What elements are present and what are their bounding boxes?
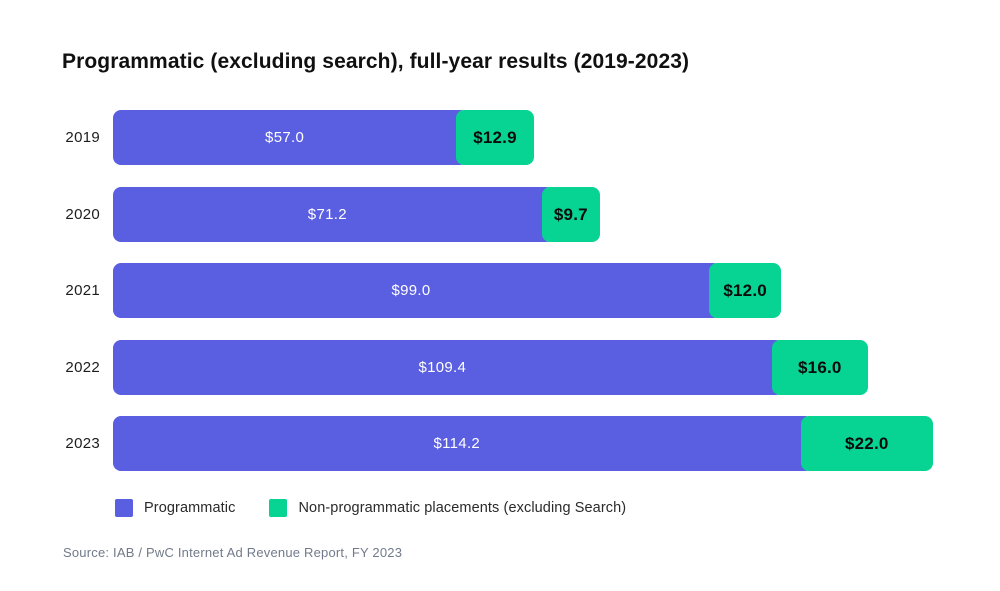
bar-rows: 2019 $57.0 $12.9 2020 $71.2 $9.7 2021 $99.0 $12.…	[0, 110, 1000, 475]
category-label: 2022	[65, 358, 100, 376]
bar-segment-programmatic	[113, 186, 554, 242]
chart-row-2020: 2020 $71.2 $9.7	[0, 186, 1000, 242]
bar-segment-non-programmatic: $9.7	[541, 186, 601, 242]
bar-value-programmatic: $99.0	[391, 282, 431, 299]
chart-row-2021: 2021 $99.0 $12.0	[0, 263, 1000, 318]
bar-value-non-programmatic: $9.7	[553, 204, 588, 224]
legend-item-non-programmatic: Non-programmatic placements (excluding S…	[269, 499, 626, 517]
legend-swatch-programmatic-icon	[115, 499, 133, 517]
category-label: 2021	[65, 282, 100, 299]
chart-row-2022: 2022 $109.4 $16.0	[0, 339, 1000, 395]
bar-segment-programmatic	[113, 110, 469, 165]
bar-value-programmatic: $71.2	[307, 205, 347, 223]
bar-value-programmatic: $114.2	[433, 435, 481, 452]
legend-item-programmatic: Programmatic	[115, 499, 235, 517]
legend-swatch-non-programmatic-icon	[269, 499, 288, 517]
category-label: 2019	[65, 129, 100, 146]
bar-stack: $71.2 $9.7	[113, 186, 601, 242]
chart-row-2019: 2019 $57.0 $12.9	[0, 110, 1000, 165]
bar-segment-programmatic	[113, 339, 784, 395]
chart-row-2023: 2023 $114.2 $22.0	[0, 416, 1000, 471]
bar-segment-programmatic	[113, 263, 722, 318]
bar-value-non-programmatic: $22.0	[844, 434, 889, 453]
category-label: 2023	[65, 435, 100, 452]
bar-value-non-programmatic: $16.0	[798, 357, 842, 377]
bar-value-non-programmatic: $12.9	[473, 128, 517, 147]
category-label: 2020	[65, 205, 100, 223]
legend-label-non-programmatic: Non-programmatic placements (excluding S…	[298, 500, 627, 516]
legend-label-programmatic: Programmatic	[144, 500, 236, 516]
bar-segment-non-programmatic: $16.0	[771, 339, 868, 395]
bar-stack: $57.0 $12.9	[113, 110, 534, 165]
chart-title: Programmatic (excluding search), full-ye…	[62, 50, 690, 73]
bar-stack: $114.2 $22.0	[113, 416, 933, 471]
bar-segment-non-programmatic: $22.0	[800, 416, 933, 471]
bar-value-programmatic: $57.0	[265, 129, 305, 146]
source-note: Source: IAB / PwC Internet Ad Revenue Re…	[63, 545, 403, 560]
bar-segment-programmatic	[113, 416, 813, 471]
bar-segment-non-programmatic: $12.0	[709, 263, 782, 318]
bar-stack: $99.0 $12.0	[113, 263, 782, 318]
bar-value-non-programmatic: $12.0	[723, 281, 767, 300]
bar-stack: $109.4 $16.0	[113, 339, 868, 395]
bar-value-programmatic: $109.4	[418, 358, 467, 376]
legend: Programmatic Non-programmatic placements…	[115, 499, 626, 517]
bar-segment-non-programmatic: $12.9	[456, 110, 534, 165]
